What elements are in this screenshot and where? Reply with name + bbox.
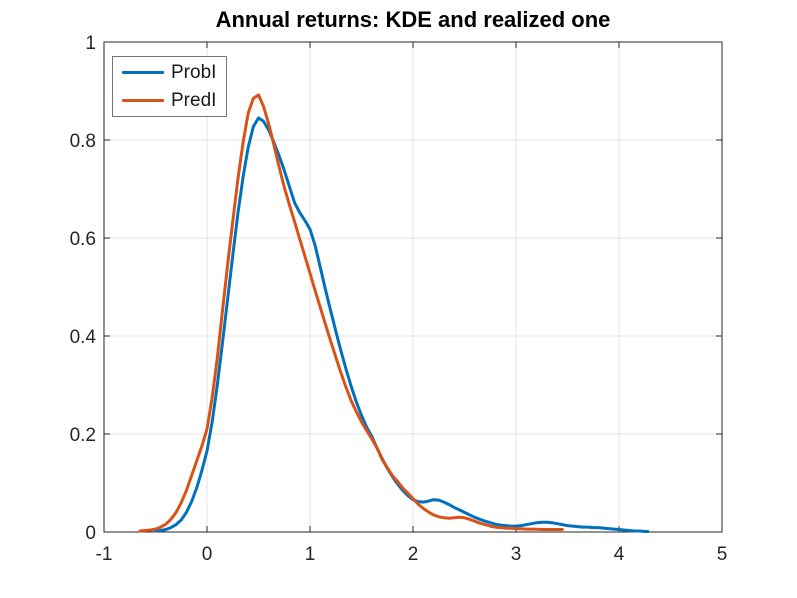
x-tick-label: 3	[511, 544, 522, 565]
x-tick-label: 2	[408, 544, 419, 565]
legend-label-predi: PredI	[171, 90, 217, 111]
x-tick-label: 5	[717, 544, 728, 565]
y-tick-label: 0.2	[70, 425, 96, 446]
legend-item-probi: ProbI	[122, 61, 216, 84]
y-tick-label: 0	[85, 523, 96, 544]
kde-curve-predi	[138, 93, 564, 533]
kde-curve-probi	[154, 116, 650, 533]
x-tick-label: -1	[96, 544, 113, 565]
legend-label-probi: ProbI	[171, 62, 217, 83]
y-tick-label: 1	[85, 33, 96, 54]
y-tick-label: 0.6	[70, 229, 96, 250]
legend[interactable]: ProbI PredI	[112, 56, 228, 117]
x-tick-label: 4	[614, 544, 625, 565]
x-tick-label: 0	[202, 544, 213, 565]
y-tick-label: 0.4	[70, 327, 97, 348]
chart-title: Annual returns: KDE and realized one	[215, 7, 611, 32]
legend-line-sample-blue	[122, 71, 164, 74]
y-tick-label: 0.8	[70, 131, 96, 152]
legend-item-predi: PredI	[122, 89, 216, 112]
legend-line-sample-orange	[122, 99, 164, 102]
x-tick-label: 1	[305, 544, 316, 565]
